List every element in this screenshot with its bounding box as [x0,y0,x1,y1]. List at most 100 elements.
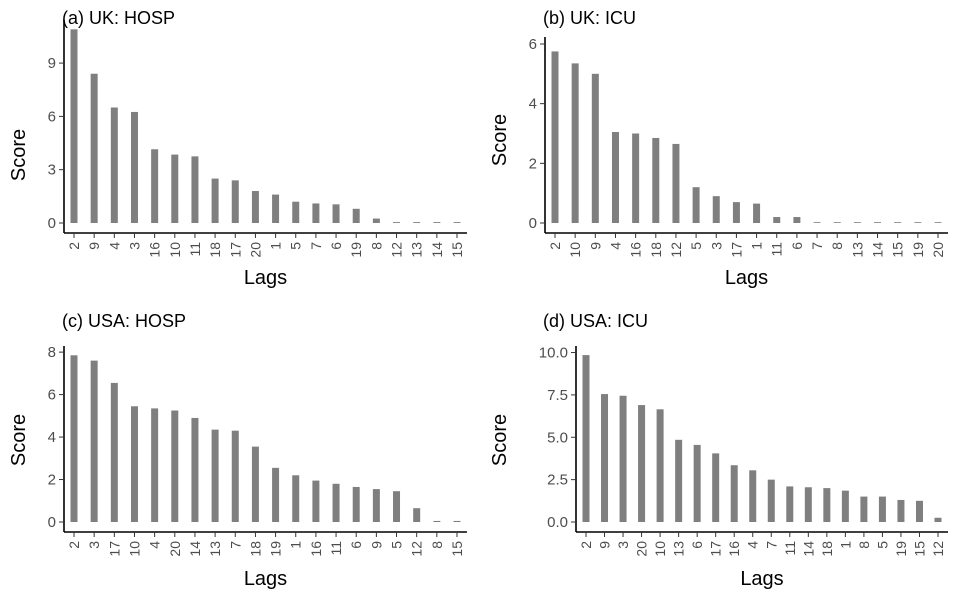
bar-3 [90,360,98,522]
y-tick-label: 9 [48,55,56,72]
x-tick-label: 2 [66,541,82,549]
bar-15 [453,520,461,522]
x-tick-label: 12 [930,541,946,557]
bar-12 [672,143,680,223]
x-tick-label: 20 [930,242,946,258]
bar-8 [833,222,841,223]
x-tick-label: 19 [268,541,284,557]
x-tick-label: 17 [728,242,744,258]
x-tick-label: 8 [368,242,384,250]
bar-4 [110,107,118,223]
bar-3 [130,111,138,223]
x-tick-label: 15 [911,541,927,557]
x-tick-label: 3 [126,242,142,250]
x-tick-label: 14 [800,541,816,557]
bar-9 [591,73,599,223]
bar-10 [656,409,664,522]
bar-11 [786,486,794,522]
x-axis-title: Lags [244,568,287,590]
x-tick-label: 19 [893,541,909,557]
x-tick-label: 14 [187,541,203,557]
x-tick-label: 7 [809,242,825,250]
y-tick-label: 3 [48,162,56,179]
bar-16 [151,149,159,223]
x-tick-label: 4 [106,242,122,250]
bar-16 [730,465,738,522]
x-tick-label: 5 [389,541,405,549]
bar-14 [433,222,441,223]
bar-3 [712,196,720,223]
x-tick-label: 7 [227,541,243,549]
bar-17 [712,453,720,522]
x-tick-label: 19 [910,242,926,258]
bar-9 [90,73,98,223]
bar-15 [894,222,902,223]
x-tick-label: 10 [652,541,668,557]
bar-1 [841,490,849,522]
bar-8 [860,496,868,522]
x-tick-label: 9 [597,541,613,549]
bar-13 [211,429,219,522]
bar-19 [914,222,922,223]
x-tick-label: 4 [147,541,163,549]
x-tick-label: 17 [227,242,243,258]
bar-18 [652,137,660,223]
y-tick-label: 6 [48,108,56,125]
x-tick-label: 10 [167,242,183,258]
x-tick-label: 9 [86,242,102,250]
y-tick-label: 4 [529,96,537,113]
x-tick-label: 1 [749,242,765,250]
bar-14 [804,487,812,522]
bar-5 [292,201,300,223]
bar-9 [601,394,609,522]
x-tick-label: 2 [547,242,563,250]
x-tick-label: 9 [368,541,384,549]
bar-10 [171,154,179,223]
x-axis-title: Lags [740,568,783,590]
bar-16 [632,133,640,223]
bar-13 [853,222,861,223]
x-tick-label: 18 [207,242,223,258]
bar-17 [732,202,740,223]
x-tick-label: 1 [288,541,304,549]
bar-12 [413,508,421,522]
x-tick-label: 19 [348,242,364,258]
bar-2 [70,29,78,224]
panel-title: (a) UK: HOSP [62,8,175,28]
y-tick-label: 10.0 [539,345,568,362]
x-tick-label: 15 [890,242,906,258]
x-tick-label: 6 [348,541,364,549]
bar-2 [551,51,559,223]
bar-6 [332,204,340,223]
x-tick-label: 10 [567,242,583,258]
bar-1 [753,203,761,223]
bar-7 [312,203,320,223]
bar-10 [571,63,579,224]
bar-6 [793,217,801,223]
x-tick-label: 14 [870,242,886,258]
x-tick-label: 18 [819,541,835,557]
x-tick-label: 12 [409,541,425,557]
bar-10 [130,406,138,522]
bar-7 [231,430,239,522]
bar-12 [393,222,401,223]
bar-5 [692,187,700,223]
bar-9 [372,489,380,522]
bar-12 [934,517,942,522]
bar-20 [638,405,646,522]
x-tick-label: 12 [389,242,405,258]
bar-17 [110,382,118,522]
bar-14 [191,417,199,522]
bar-20 [251,191,259,223]
x-tick-label: 16 [308,541,324,557]
x-tick-label: 16 [628,242,644,258]
x-tick-label: 6 [328,242,344,250]
bar-11 [773,217,781,223]
panel-title: (c) USA: HOSP [62,311,186,331]
bar-15 [915,500,923,522]
x-tick-label: 12 [668,242,684,258]
